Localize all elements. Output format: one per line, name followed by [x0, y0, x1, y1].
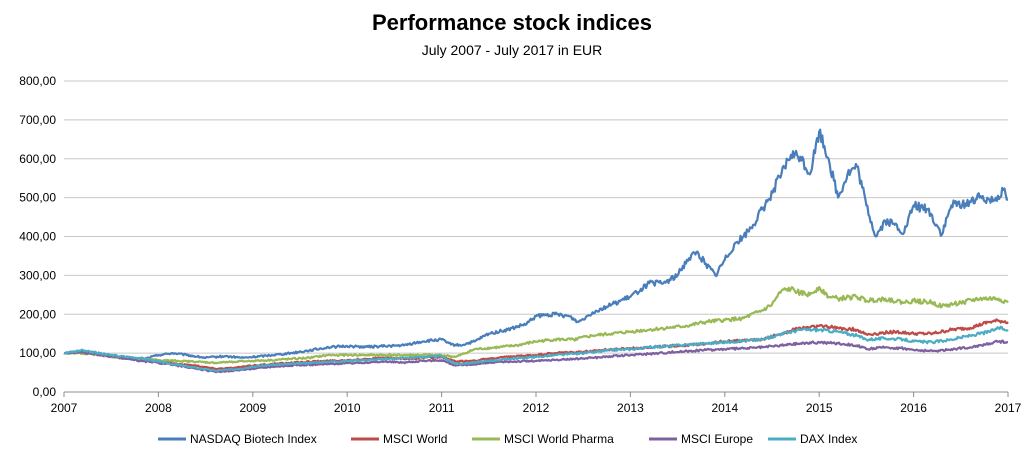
legend-label: MSCI Europe [681, 432, 753, 446]
x-tick-label: 2011 [429, 401, 455, 415]
y-tick-label: 400,00 [19, 230, 56, 244]
y-tick-label: 800,00 [19, 74, 56, 88]
x-tick-label: 2013 [617, 401, 644, 415]
y-tick-label: 700,00 [19, 113, 56, 127]
gridlines [64, 80, 1008, 354]
x-tick-label: 2012 [523, 401, 550, 415]
chart-subtitle: July 2007 - July 2017 in EUR [421, 42, 603, 58]
y-tick-label: 0,00 [33, 385, 57, 399]
legend-label: NASDAQ Biotech Index [190, 432, 317, 446]
x-tick-label: 2007 [51, 401, 78, 415]
series-line-2 [63, 318, 1009, 371]
y-tick-label: 600,00 [19, 152, 56, 166]
y-tick-label: 200,00 [19, 307, 56, 321]
series-line-3 [63, 285, 1009, 365]
axes: 0,00 100,00 200,00 300,00 400,00 500,00 600,00… [19, 74, 1021, 415]
legend-label: MSCI World [383, 432, 447, 446]
legend: NASDAQ Biotech Index MSCI World MSCI World… [158, 432, 857, 446]
x-tick-label: 2008 [145, 401, 172, 415]
series-lines [63, 128, 1009, 374]
y-tick-label: 300,00 [19, 268, 56, 282]
x-tick-label: 2015 [806, 401, 833, 415]
x-tick-label: 2010 [334, 401, 361, 415]
series-line-4 [63, 339, 1009, 374]
chart-title: Performance stock indices [371, 10, 652, 35]
series-line-1 [63, 128, 1009, 362]
x-tick-label: 2014 [711, 401, 738, 415]
x-tick-label: 2017 [995, 401, 1022, 415]
legend-label: DAX Index [800, 432, 857, 446]
y-tick-label: 100,00 [19, 346, 56, 360]
x-tick-label: 2009 [239, 401, 266, 415]
x-tick-label: 2016 [900, 401, 927, 415]
y-tick-label: 500,00 [19, 191, 56, 205]
series-line-5 [63, 325, 1009, 373]
legend-label: MSCI World Pharma [504, 432, 614, 446]
